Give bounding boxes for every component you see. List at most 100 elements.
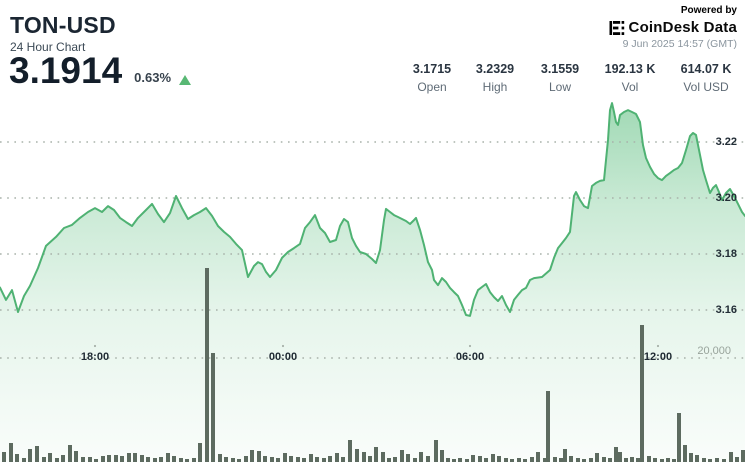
volume-bar [672,459,676,462]
volume-bar [465,459,469,462]
volume-bar [624,458,628,462]
volume-bar [471,455,475,462]
volume-bar [296,457,300,462]
volume-bar [114,455,118,462]
volume-bar [179,458,183,462]
volume-bar [127,453,131,462]
chart-header: TON-USD 24 Hour Chart [10,12,116,55]
volume-bar [335,453,339,462]
volume-bar [419,452,423,462]
volume-bar [107,455,111,462]
stat-low-value: 3.1559 [540,62,580,76]
x-tick-dot [93,344,97,348]
volume-bar [569,456,573,462]
volume-bar [257,451,261,462]
x-tick-dot [656,344,660,348]
volume-bar [192,458,196,462]
volume-bar [68,445,72,462]
volume-bar [94,459,98,462]
stat-volume: 192.13 K Vol [593,62,667,94]
stat-volume-usd-value: 614.07 K [680,62,732,76]
volume-bar [683,445,687,462]
volume-bar [504,458,508,462]
volume-bar [15,454,19,462]
volume-bar [2,452,6,462]
volume-bar [536,452,540,462]
volume-bar [695,455,699,462]
volume-bar [563,449,567,462]
x-axis-label: 00:00 [268,351,298,363]
coindesk-logo-icon [609,20,624,35]
volume-bar [576,458,580,462]
volume-bar [185,459,189,462]
stat-open: 3.1715 Open [401,62,463,94]
volume-bar [484,458,488,462]
volume-bar [218,454,222,462]
x-axis-label: 12:00 [643,351,673,363]
volume-bar [61,455,65,462]
volume-bar [618,452,622,462]
volume-bar [263,456,267,462]
stats-row: 3.1715 Open 3.2329 High 3.1559 Low 192.1… [401,62,745,94]
volume-bar [211,353,215,462]
volume-bar [660,459,664,462]
volume-bar [341,457,345,462]
x-axis-label: 06:00 [455,351,485,363]
volume-bar [289,456,293,462]
price-change-percent: 0.63% [134,70,172,85]
volume-bar [362,452,366,462]
volume-bar [250,450,254,462]
y-axis-label: 3.16 [715,303,737,316]
stat-low-label: Low [548,80,571,94]
volume-bar [283,453,287,462]
volume-bar [101,456,105,462]
volume-bar [440,450,444,462]
volume-bar [666,458,670,462]
stat-open-label: Open [417,80,447,94]
volume-bar [741,450,745,462]
stat-open-value: 3.1715 [412,62,452,76]
volume-bar [702,458,706,462]
volume-bar [302,458,306,462]
volume-bar [478,456,482,462]
brand-row[interactable]: CoinDesk Data [609,19,737,36]
volume-bar [510,459,514,462]
volume-bar [559,458,563,462]
volume-bar [446,458,450,462]
stat-volume-value: 192.13 K [604,62,656,76]
volume-bar [426,456,430,462]
brand-name: CoinDesk Data [628,19,737,36]
volume-bar [231,458,235,462]
y-axis-label: 3.22 [715,135,737,148]
volume-bar [715,458,719,462]
volume-bar [523,459,527,462]
y-axis-label: 3.18 [715,247,737,260]
volume-bar [153,458,157,462]
y-axis-label: 3.20 [715,191,737,204]
volume-bar [543,458,547,462]
timestamp: 9 Jun 2025 14:57 (GMT) [622,38,737,50]
volume-bar [81,457,85,462]
volume-bar [146,457,150,462]
volume-bar [589,458,593,462]
stat-volume-usd-label: Vol USD [683,80,729,94]
x-tick-dot [468,344,472,348]
symbol-title: TON-USD [10,12,116,38]
volume-bar [452,459,456,462]
x-tick-dot [281,344,285,348]
volume-bar [374,447,378,462]
volume-bar [458,458,462,462]
up-triangle-icon [179,75,192,85]
volume-bar [159,457,163,462]
volume-bar [355,449,359,462]
volume-bar [244,456,248,462]
volume-bar [653,458,657,462]
chart-subtitle: 24 Hour Chart [10,40,86,55]
volume-bar [630,457,634,462]
volume-bar [491,454,495,462]
volume-bar [636,458,640,462]
volume-bar [530,457,534,462]
volume-bar [413,458,417,462]
